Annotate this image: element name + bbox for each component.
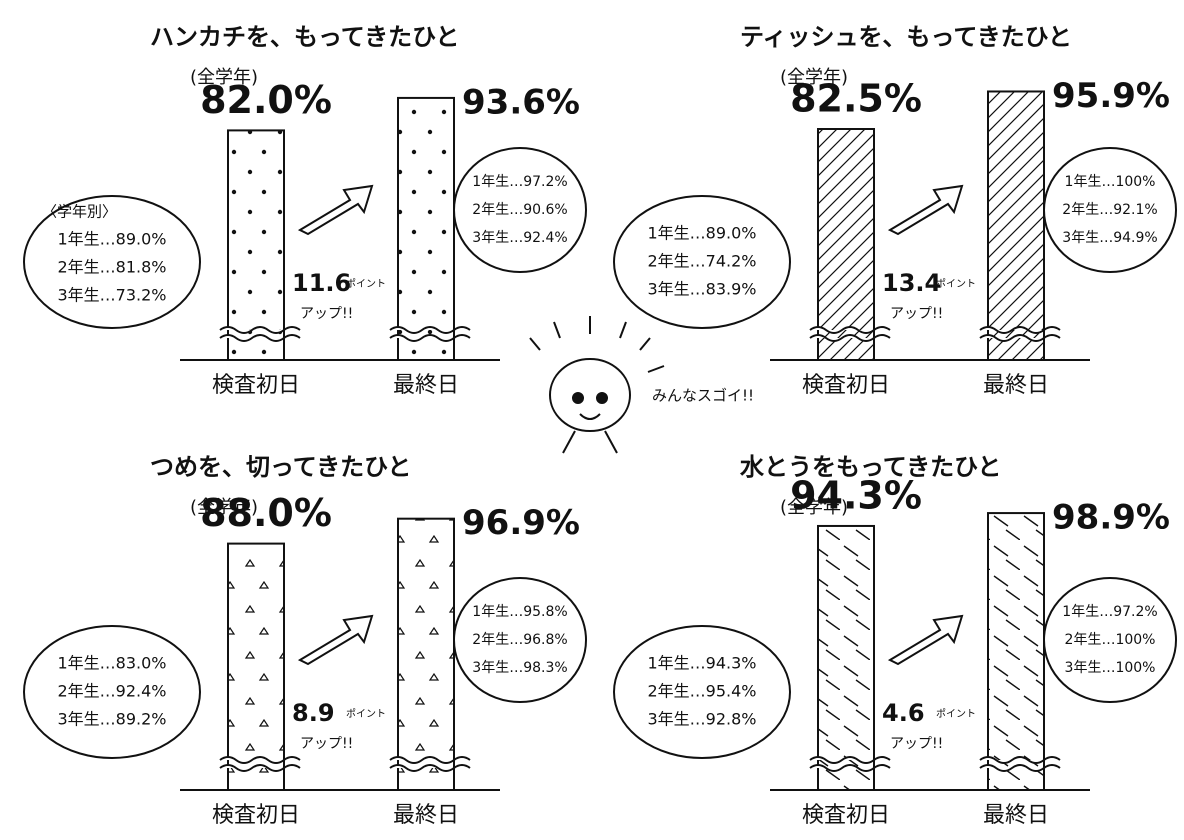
- chart-subtitle: (全学年): [190, 67, 258, 88]
- grade-rate: 3年生…94.9%: [1062, 230, 1157, 246]
- break-mark: [389, 756, 471, 772]
- increase-unit: ポイント: [346, 278, 386, 290]
- increase: 8.9: [292, 699, 335, 727]
- increase-note: アップ!!: [300, 306, 353, 322]
- grade-rate: 2年生…92.4%: [57, 682, 166, 701]
- speech-bubble: [1043, 147, 1177, 273]
- break-mark: [809, 326, 891, 342]
- category-label: 検査初日: [212, 373, 300, 398]
- break-mark: [979, 756, 1061, 772]
- grade-rate: 2年生…96.8%: [472, 632, 567, 648]
- increase-unit: ポイント: [346, 708, 386, 720]
- speech-bubble: [23, 625, 201, 759]
- grade-rate: 1年生…95.8%: [472, 604, 567, 620]
- grade-rate: 3年生…83.9%: [647, 280, 756, 299]
- increase: 11.6: [292, 269, 351, 297]
- chart-subtitle: (全学年): [780, 497, 848, 518]
- grade-rate: 1年生…89.0%: [57, 230, 166, 249]
- category-label: 最終日: [393, 803, 459, 828]
- value-label: 96.9%: [462, 503, 580, 543]
- arrow: [887, 614, 964, 666]
- value-label: 82.5%: [790, 77, 922, 121]
- value-label: 95.9%: [1052, 76, 1170, 116]
- increase-note: アップ!!: [300, 736, 353, 752]
- speech-bubble: [453, 577, 587, 703]
- chart-title: ティッシュを、もってきたひと: [740, 23, 1072, 51]
- category-label: 最終日: [393, 373, 459, 398]
- grade-rate: 1年生…94.3%: [647, 654, 756, 673]
- chart-title: つめを、切ってきたひと: [150, 453, 411, 481]
- category-label: 検査初日: [802, 373, 890, 398]
- speech-bubble: [453, 147, 587, 273]
- value-label: 82.0%: [200, 78, 332, 122]
- speech-bubble: [613, 625, 791, 759]
- grade-rate: 2年生…74.2%: [647, 252, 756, 271]
- speech-bubble: [23, 195, 201, 329]
- bar: [227, 129, 285, 361]
- grade-rate: 3年生…92.4%: [472, 230, 567, 246]
- chart-subtitle: (全学年): [780, 67, 848, 88]
- bar: [817, 524, 875, 792]
- arrow: [297, 184, 374, 236]
- bar: [397, 517, 455, 791]
- value-label: 98.9%: [1052, 498, 1170, 538]
- speech-bubble: [613, 195, 791, 329]
- bar: [817, 128, 875, 361]
- category-label: 最終日: [983, 373, 1049, 398]
- center-note: みんなスゴイ!!: [652, 387, 754, 405]
- increase-unit: ポイント: [936, 708, 976, 720]
- arrow: [297, 614, 374, 666]
- increase-unit: ポイント: [936, 278, 976, 290]
- grade-rate: 2年生…100%: [1065, 632, 1156, 648]
- increase-note: アップ!!: [890, 736, 943, 752]
- grade-rate: 3年生…92.8%: [647, 710, 756, 729]
- category-label: 検査初日: [212, 803, 300, 828]
- value-label: 94.3%: [790, 473, 922, 517]
- grade-rate: 3年生…98.3%: [472, 660, 567, 676]
- bar: [227, 542, 285, 791]
- bar: [397, 96, 455, 361]
- grade-rate: 2年生…90.6%: [472, 202, 567, 218]
- grade-rate: 1年生…83.0%: [57, 654, 166, 673]
- category-label: 検査初日: [802, 803, 890, 828]
- chart-title: 水とうをもってきたひと: [739, 453, 1001, 481]
- break-mark: [809, 756, 891, 772]
- grade-rate: 1年生…100%: [1065, 174, 1156, 190]
- bar: [987, 90, 1045, 361]
- value-label: 88.0%: [200, 491, 332, 535]
- break-mark: [979, 326, 1061, 342]
- category-label: 最終日: [983, 803, 1049, 828]
- grade-rate: 2年生…92.1%: [1062, 202, 1157, 218]
- grade-rate: 2年生…81.8%: [57, 258, 166, 277]
- arrow: [887, 184, 964, 236]
- grade-rate: 1年生…97.2%: [472, 174, 567, 190]
- grade-rate: 3年生…89.2%: [57, 710, 166, 729]
- bar: [987, 512, 1045, 792]
- value-label: 93.6%: [462, 82, 580, 122]
- chart-title: ハンカチを、もってきたひと: [150, 23, 459, 51]
- grade-rate: 2年生…95.4%: [647, 682, 756, 701]
- grade-rate: 3年生…100%: [1065, 660, 1156, 676]
- grade-rate: 3年生…73.2%: [57, 286, 166, 305]
- grade-rate: 1年生…89.0%: [647, 224, 756, 243]
- break-mark: [219, 326, 301, 342]
- break-mark: [389, 326, 471, 342]
- chart-subtitle: (全学年): [190, 497, 258, 518]
- speech-bubble: [1043, 577, 1177, 703]
- break-mark: [219, 756, 301, 772]
- mascot: [529, 316, 665, 454]
- increase-note: アップ!!: [890, 306, 943, 322]
- increase: 13.4: [882, 269, 941, 297]
- increase: 4.6: [882, 699, 925, 727]
- grade-rate: 1年生…97.2%: [1062, 604, 1157, 620]
- bubble-heading: 〈学年別〉: [42, 203, 117, 221]
